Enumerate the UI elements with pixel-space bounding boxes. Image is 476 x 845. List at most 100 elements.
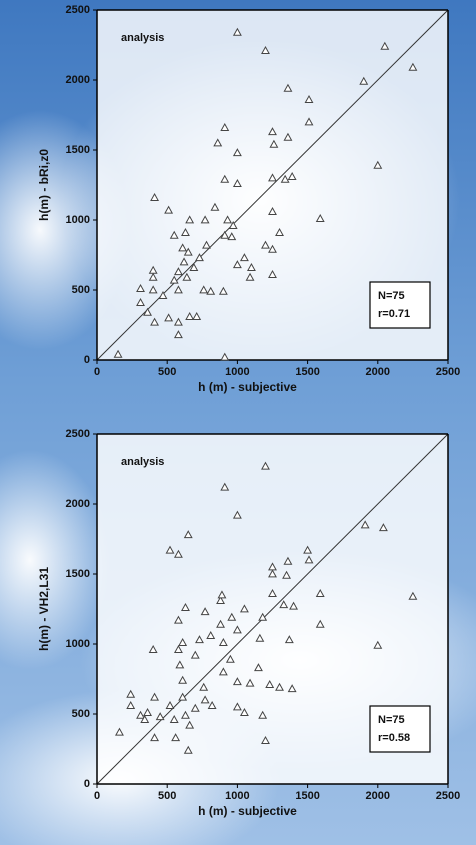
data-point	[150, 317, 160, 326]
y-axis-label: h(m) - VH2,L31	[37, 567, 51, 651]
data-point	[373, 640, 383, 649]
data-point	[179, 257, 189, 266]
data-point	[378, 523, 388, 532]
y-tick-label: 2000	[66, 74, 90, 86]
stats-text: N=75	[378, 290, 405, 302]
data-point	[258, 710, 268, 719]
data-point	[220, 122, 230, 131]
data-point	[148, 644, 158, 653]
data-point	[280, 174, 290, 183]
data-point	[185, 720, 195, 729]
data-point	[210, 202, 220, 211]
data-point	[283, 132, 293, 141]
data-point	[169, 230, 179, 239]
data-point	[303, 545, 313, 554]
data-point	[268, 569, 277, 578]
data-point	[190, 650, 200, 659]
y-tick-label: 1500	[66, 144, 90, 156]
data-point	[227, 232, 237, 241]
data-point	[408, 591, 418, 600]
y-tick-label: 500	[72, 284, 90, 296]
data-point	[216, 595, 226, 604]
data-point	[148, 272, 158, 281]
data-point	[232, 178, 242, 187]
data-point	[315, 619, 325, 628]
data-point	[113, 349, 123, 358]
y-tick-label: 1500	[66, 568, 90, 580]
data-point	[173, 267, 183, 276]
data-point	[223, 215, 233, 224]
data-point	[181, 602, 190, 611]
data-point	[268, 127, 277, 136]
y-tick-label: 1000	[66, 638, 90, 650]
stats-text: N=75	[378, 714, 405, 726]
x-tick-label: 500	[158, 790, 176, 802]
data-point	[279, 600, 289, 609]
data-point	[283, 83, 293, 92]
data-point	[169, 714, 179, 723]
data-point	[140, 714, 150, 723]
y-tick-label: 2000	[66, 498, 90, 510]
data-point	[220, 230, 230, 239]
x-tick-label: 2000	[366, 366, 390, 378]
data-point	[269, 139, 279, 148]
data-point	[175, 660, 185, 669]
data-point	[265, 679, 275, 688]
data-point	[164, 313, 174, 322]
data-point	[136, 297, 145, 306]
data-point	[304, 117, 314, 126]
data-point	[150, 192, 160, 201]
data-point	[268, 588, 277, 597]
data-point	[216, 619, 226, 628]
y-tick-label: 0	[84, 354, 90, 366]
data-point	[268, 206, 277, 215]
data-point	[185, 215, 195, 224]
data-point	[228, 220, 238, 229]
data-point	[408, 62, 418, 71]
data-point	[181, 227, 190, 236]
data-point	[199, 285, 209, 294]
data-point	[283, 556, 293, 565]
y-tick-label: 500	[72, 708, 90, 720]
data-point	[200, 607, 210, 616]
data-point	[275, 682, 284, 691]
data-point	[200, 215, 210, 224]
data-point	[220, 482, 230, 491]
data-point	[185, 311, 195, 320]
x-tick-label: 2500	[436, 366, 460, 378]
data-point	[232, 677, 242, 686]
x-tick-label: 1500	[295, 790, 319, 802]
data-point	[232, 702, 242, 711]
data-point	[246, 262, 256, 271]
data-point	[195, 635, 204, 644]
data-point	[360, 520, 370, 529]
x-tick-label: 1000	[225, 366, 249, 378]
data-point	[261, 461, 270, 470]
data-point	[373, 160, 383, 169]
y-tick-label: 2500	[66, 428, 90, 440]
x-tick-label: 2000	[366, 790, 390, 802]
data-point	[165, 545, 175, 554]
data-point	[181, 710, 190, 719]
data-point	[207, 700, 217, 709]
data-point	[143, 307, 152, 316]
data-point	[136, 283, 145, 292]
data-point	[232, 27, 242, 36]
data-point	[136, 710, 145, 719]
data-point	[315, 588, 325, 597]
data-point	[173, 549, 183, 558]
data-point	[115, 727, 124, 736]
stats-text: r=0.58	[378, 732, 410, 744]
identity-line	[96, 433, 449, 785]
data-point	[183, 745, 193, 754]
x-axis-label: h (m) - subjective	[198, 804, 297, 818]
data-point	[245, 678, 255, 687]
data-point	[239, 707, 249, 716]
y-tick-label: 1000	[66, 214, 90, 226]
panel-label: analysis	[121, 456, 164, 468]
data-point	[155, 712, 165, 721]
x-tick-label: 1000	[225, 790, 249, 802]
cloud	[0, 450, 110, 670]
data-point	[287, 171, 297, 180]
data-point	[268, 269, 277, 278]
